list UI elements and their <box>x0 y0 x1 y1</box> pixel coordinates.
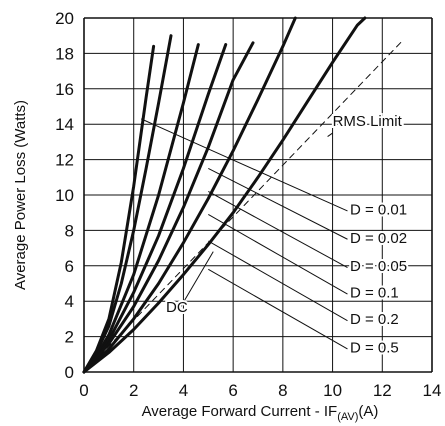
annotation-d-0-02: D = 0.02 <box>350 230 407 247</box>
x-tick-label: 12 <box>373 381 392 400</box>
series-line-rms-limit <box>83 40 403 373</box>
grid-layer <box>83 17 433 373</box>
x-tick-label: 10 <box>323 381 342 400</box>
y-tick-label: 10 <box>55 186 74 205</box>
leader-line-d-0-2 <box>208 240 348 322</box>
y-tick-label: 12 <box>55 151 74 170</box>
x-tick-label: 14 <box>423 381 442 400</box>
y-tick-label: 14 <box>55 115 74 134</box>
y-tick-label: 0 <box>65 363 74 382</box>
series-line-d-0-02 <box>82 34 173 374</box>
series-line-d-0-2 <box>82 41 255 374</box>
annotation-dc: DC <box>166 299 188 316</box>
x-tick-label: 4 <box>179 381 188 400</box>
x-tick-label: 8 <box>278 381 287 400</box>
y-tick-label: 4 <box>65 292 74 311</box>
annotation-d-0-1: D = 0.1 <box>350 285 399 302</box>
annotation-d-0-2: D = 0.2 <box>350 311 399 328</box>
x-axis-title-main: Average Forward Current - I <box>142 403 328 420</box>
leader-line-d-0-1 <box>208 214 348 295</box>
annotation-d-0-05: D = 0.05 <box>350 258 407 275</box>
y-tick-label: 8 <box>65 221 74 240</box>
y-tick-label: 2 <box>65 328 74 347</box>
y-axis-title: Average Power Loss (Watts) <box>12 100 29 290</box>
annotation-d-0-01: D = 0.01 <box>350 201 407 218</box>
tick-layer: 0 2 4 6 8 10 12 14 0 2 4 6 8 10 12 14 16 18 20 <box>55 9 441 400</box>
leader-line-dc <box>180 251 214 307</box>
y-tick-label: 6 <box>65 257 74 276</box>
leader-layer <box>140 118 348 350</box>
leader-line-d-0-02 <box>208 168 348 240</box>
leader-line-d-0-05 <box>208 191 348 269</box>
annotation-layer: RMS Limit DC D = 0.01 D = 0.02 D = 0.05 D = 0… <box>164 111 409 359</box>
x-tick-label: 6 <box>228 381 237 400</box>
annotation-d-0-5: D = 0.5 <box>350 340 399 357</box>
y-tick-label: 20 <box>55 9 74 28</box>
series-line-dc <box>82 16 367 374</box>
x-axis-title: Average Forward Current - IF(AV)(A) <box>142 403 379 423</box>
leader-line-d-0-5 <box>208 268 348 350</box>
x-tick-label: 2 <box>129 381 138 400</box>
leader-line-d-0-01 <box>208 148 348 212</box>
series-line-d-0-5 <box>82 16 297 374</box>
leader-line-d-extension <box>140 118 209 150</box>
y-tick-label: 18 <box>55 44 74 63</box>
x-tick-label: 0 <box>79 381 88 400</box>
series-layer <box>82 16 403 374</box>
x-axis-title-sub-base: F <box>328 403 337 420</box>
x-axis-title-sub-index: (AV) <box>337 411 358 423</box>
leader-line-rms-limit <box>327 132 333 137</box>
y-tick-label: 16 <box>55 80 74 99</box>
x-axis-title-unit: (A) <box>358 403 378 420</box>
annotation-rms-limit: RMS Limit <box>333 113 403 130</box>
